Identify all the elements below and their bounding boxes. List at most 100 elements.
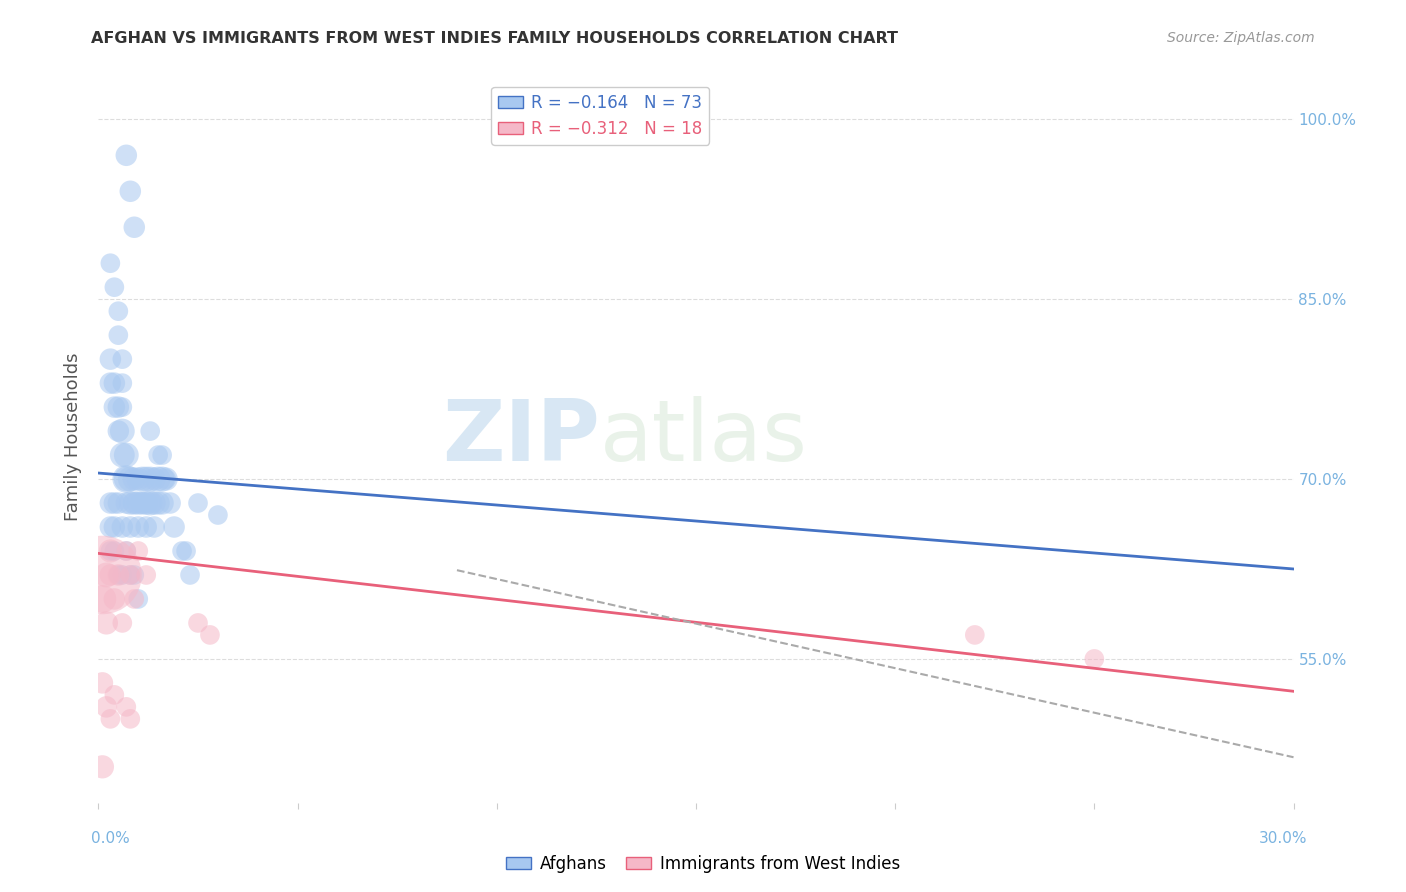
Point [143, 472, 166, 486]
Point [143, 520, 166, 534]
Point [98, 568, 122, 582]
Point [107, 568, 129, 582]
Point [187, 496, 209, 510]
Point [111, 400, 134, 414]
Point [159, 496, 181, 510]
Point [143, 496, 166, 510]
Point [148, 448, 170, 462]
Point [107, 496, 129, 510]
Point [91, 591, 114, 606]
Point [98, 520, 122, 534]
Point [135, 496, 157, 510]
Point [148, 496, 170, 510]
Point [96, 699, 118, 714]
Point [131, 496, 153, 510]
Point [107, 400, 129, 414]
Point [107, 568, 129, 582]
Point [115, 148, 138, 162]
Point [174, 544, 197, 558]
Point [98, 496, 122, 510]
Point [107, 424, 129, 438]
Point [103, 688, 125, 702]
Point [115, 544, 138, 558]
Point [135, 520, 157, 534]
Point [131, 472, 153, 486]
Point [148, 472, 170, 486]
Point [120, 472, 142, 486]
Text: atlas: atlas [600, 395, 808, 479]
Point [163, 520, 186, 534]
Point [98, 544, 122, 558]
Point [124, 220, 146, 235]
Point [96, 615, 118, 630]
Point [115, 472, 138, 486]
Point [91, 676, 114, 690]
Point [111, 448, 134, 462]
Point [115, 496, 138, 510]
Point [155, 472, 177, 486]
Text: AFGHAN VS IMMIGRANTS FROM WEST INDIES FAMILY HOUSEHOLDS CORRELATION CHART: AFGHAN VS IMMIGRANTS FROM WEST INDIES FA… [91, 31, 898, 46]
Point [124, 496, 146, 510]
Point [135, 568, 157, 582]
Point [963, 628, 986, 642]
Point [124, 472, 146, 486]
Point [124, 496, 146, 510]
Point [111, 568, 134, 582]
Text: ZIP: ZIP [443, 395, 600, 479]
Point [187, 615, 209, 630]
Legend: Afghans, Immigrants from West Indies: Afghans, Immigrants from West Indies [499, 848, 907, 880]
Point [103, 520, 125, 534]
Point [1083, 652, 1105, 666]
Point [96, 568, 118, 582]
Point [150, 448, 173, 462]
Point [103, 591, 125, 606]
Point [124, 591, 146, 606]
Point [111, 352, 134, 367]
Legend: R = −0.164   N = 73, R = −0.312   N = 18: R = −0.164 N = 73, R = −0.312 N = 18 [492, 87, 709, 145]
Y-axis label: Family Households: Family Households [65, 353, 83, 521]
Point [111, 520, 134, 534]
Point [120, 712, 142, 726]
Point [120, 496, 142, 510]
Point [115, 544, 138, 558]
Point [139, 424, 162, 438]
Point [115, 472, 138, 486]
Point [91, 568, 114, 582]
Point [111, 424, 134, 438]
Point [131, 496, 153, 510]
Point [172, 544, 194, 558]
Point [120, 568, 142, 582]
Point [98, 376, 122, 391]
Point [103, 280, 125, 294]
Point [120, 184, 142, 198]
Point [127, 472, 149, 486]
Point [98, 712, 122, 726]
Point [139, 496, 162, 510]
Text: 0.0%: 0.0% [91, 831, 131, 846]
Text: 30.0%: 30.0% [1260, 831, 1308, 846]
Point [107, 304, 129, 318]
Point [91, 760, 114, 774]
Point [115, 699, 138, 714]
Point [98, 256, 122, 270]
Point [103, 544, 125, 558]
Point [150, 472, 173, 486]
Point [139, 472, 162, 486]
Point [139, 496, 162, 510]
Point [111, 615, 134, 630]
Point [135, 472, 157, 486]
Point [155, 472, 177, 486]
Point [198, 628, 221, 642]
Point [98, 352, 122, 367]
Point [127, 496, 149, 510]
Point [103, 400, 125, 414]
Point [120, 568, 142, 582]
Point [207, 508, 229, 522]
Point [127, 591, 149, 606]
Point [98, 544, 122, 558]
Point [103, 376, 125, 391]
Point [127, 520, 149, 534]
Point [103, 496, 125, 510]
Point [115, 448, 138, 462]
Point [124, 568, 146, 582]
